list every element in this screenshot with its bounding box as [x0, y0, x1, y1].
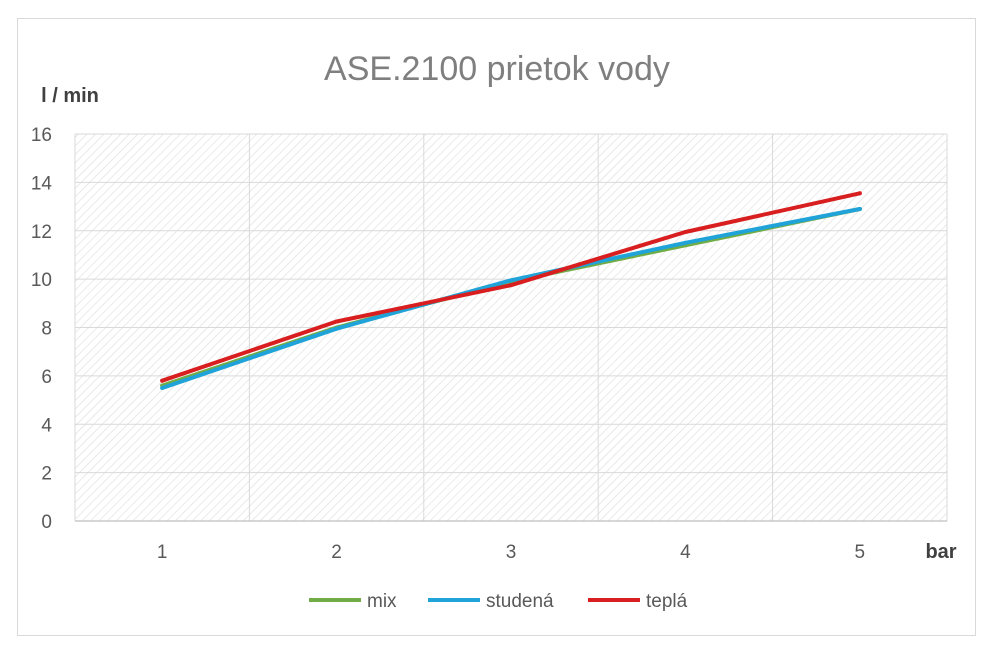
x-tick-label: 1 [157, 542, 168, 563]
x-axis-title: bar [925, 541, 956, 563]
y-axis-title: l / min [41, 85, 99, 107]
data-point [334, 319, 339, 324]
y-tick-label: 16 [31, 125, 52, 146]
data-point [857, 191, 862, 196]
x-tick-label: 5 [855, 542, 866, 563]
data-point [160, 385, 165, 390]
legend-label: teplá [646, 591, 688, 612]
legend-label: mix [367, 591, 397, 612]
data-point [334, 326, 339, 331]
data-point [857, 206, 862, 211]
y-tick-label: 12 [31, 222, 52, 243]
data-point [509, 283, 513, 288]
x-tick-label: 4 [680, 542, 691, 563]
data-point [683, 229, 688, 234]
series-lines [160, 191, 862, 390]
y-tick-label: 2 [41, 464, 52, 485]
y-tick-label: 0 [41, 512, 52, 533]
y-tick-label: 8 [41, 319, 52, 340]
data-point [509, 278, 513, 283]
x-tick-label: 3 [506, 542, 517, 563]
y-tick-label: 10 [31, 270, 52, 291]
legend: mix studená teplá [309, 591, 688, 612]
x-tick-label: 2 [331, 542, 342, 563]
data-point [683, 240, 688, 245]
x-axis-ticks: 1 2 3 4 5 [157, 542, 865, 563]
data-point [160, 378, 165, 383]
chart-title: ASE.2100 prietok vody [324, 50, 670, 88]
y-tick-label: 14 [31, 173, 53, 194]
y-tick-label: 4 [41, 415, 52, 436]
legend-label: studená [486, 591, 554, 612]
y-axis-ticks: 0 2 4 6 8 10 12 14 16 [31, 125, 53, 533]
y-tick-label: 6 [41, 367, 52, 388]
